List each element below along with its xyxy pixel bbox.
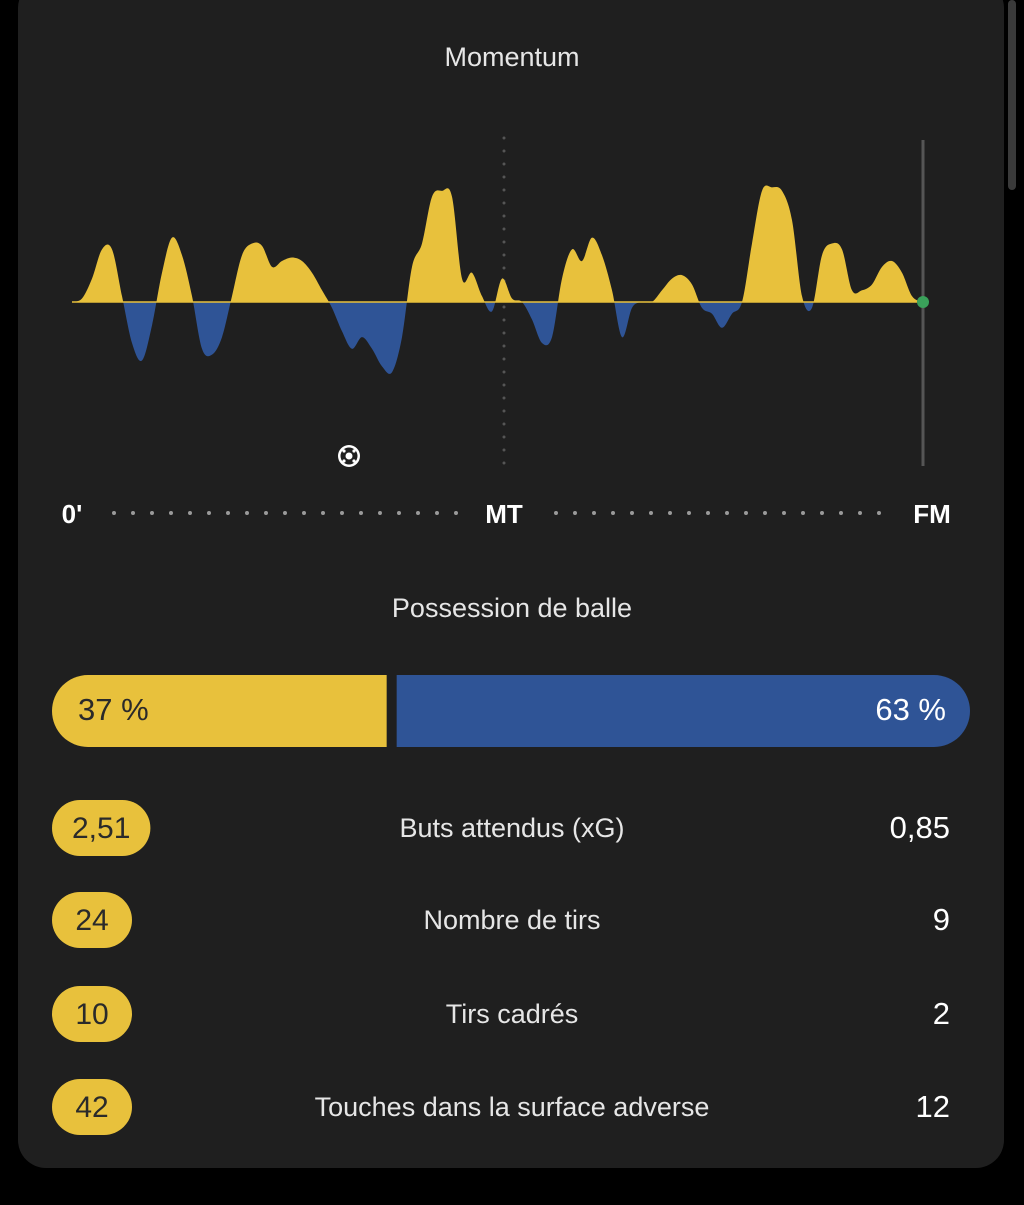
home-stat-pill <box>52 986 132 1042</box>
live-dot <box>917 296 929 308</box>
home-stat: 10 <box>75 998 108 1031</box>
stats-list: 2,51 Buts attendus (xG) 0,85 24 Nombre de ti… <box>52 800 950 1135</box>
home-stat: 42 <box>75 1091 108 1124</box>
momentum-area <box>72 185 922 374</box>
x-label: MT <box>485 499 523 529</box>
stat-label: Touches dans la surface adverse <box>315 1092 710 1122</box>
home-stat-pill <box>52 892 132 948</box>
possession-bar <box>52 675 970 747</box>
stat-label: Buts attendus (xG) <box>399 813 624 843</box>
possession-away-label: 63 % <box>875 692 946 727</box>
stat-label: Tirs cadrés <box>446 999 579 1029</box>
x-label: 0' <box>62 499 83 529</box>
x-label: FM <box>913 499 951 529</box>
momentum-chart <box>72 185 922 374</box>
scrollbar <box>1008 0 1016 190</box>
home-stat: 2,51 <box>72 812 130 845</box>
home-stat-pill <box>52 800 151 856</box>
home-stat: 24 <box>75 904 108 937</box>
possession-home-label: 37 % <box>78 692 149 727</box>
goal-icon <box>338 445 360 467</box>
possession-home <box>52 675 387 747</box>
away-stat: 12 <box>916 1089 950 1124</box>
momentum-title: Momentum <box>444 42 579 72</box>
away-stat: 2 <box>933 996 950 1031</box>
home-stat-pill <box>52 1079 132 1135</box>
possession-away <box>396 675 970 747</box>
away-stat: 9 <box>933 902 950 937</box>
away-stat: 0,85 <box>890 810 950 845</box>
card <box>18 0 1004 1168</box>
possession-title: Possession de balle <box>392 593 632 623</box>
stat-label: Nombre de tirs <box>423 905 600 935</box>
